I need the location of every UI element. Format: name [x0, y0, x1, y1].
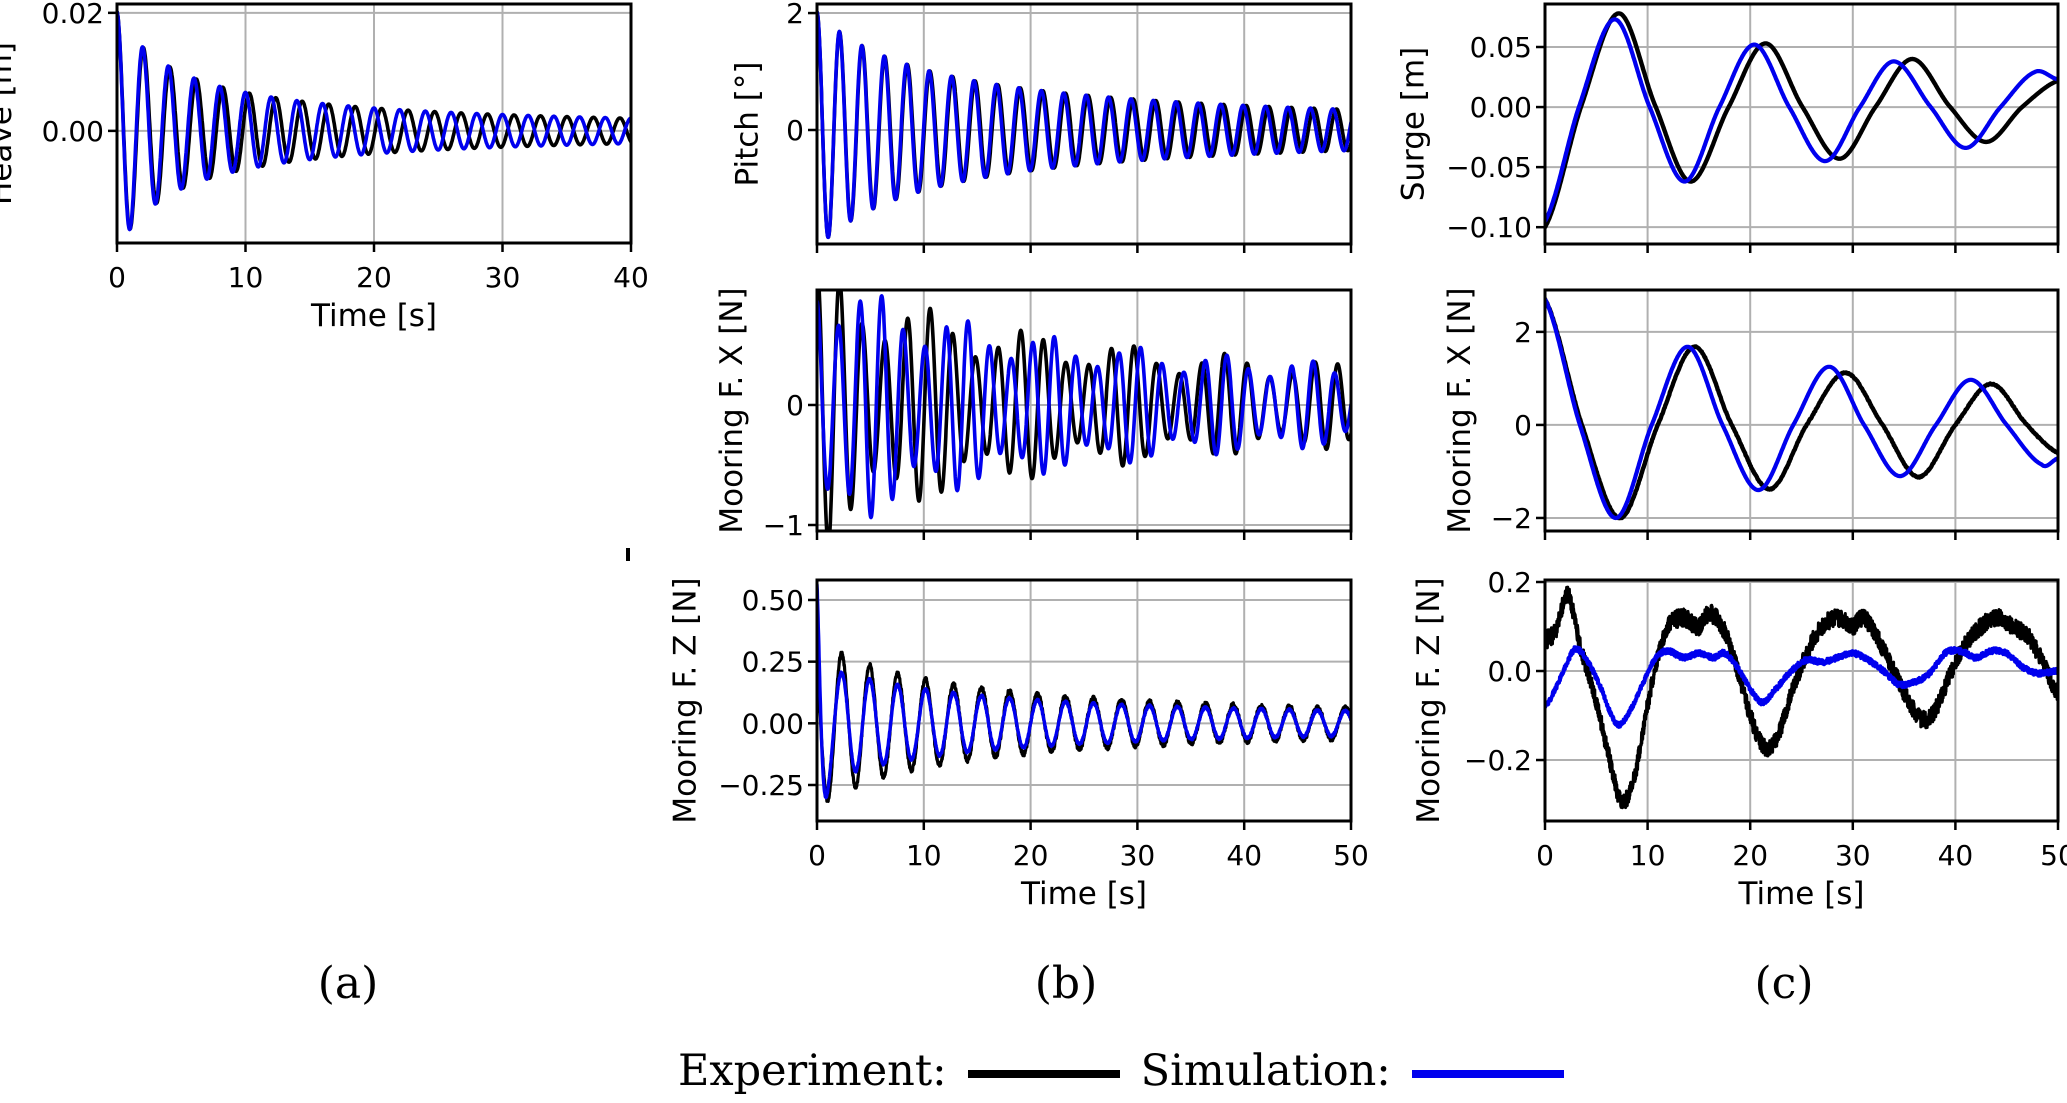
- simulation-curve: [1545, 645, 2058, 729]
- ticks: [108, 11, 633, 252]
- x-tick-label: 30: [1120, 839, 1156, 872]
- x-tick-label: 40: [1938, 839, 1974, 872]
- y-tick-label: 0: [786, 389, 804, 422]
- x-tick-label: 20: [1732, 839, 1768, 872]
- legend-experiment-label: Experiment:: [678, 1046, 947, 1096]
- x-tick-label: 0: [108, 261, 126, 294]
- simulation-curve: [817, 583, 1351, 800]
- y-axis-label: Mooring F. X [N]: [714, 287, 750, 533]
- stray-mark: [626, 548, 630, 561]
- plot-frame: [1543, 288, 2060, 533]
- y-tick-label: 0.25: [742, 646, 804, 679]
- x-axis-label: Time [s]: [1020, 876, 1147, 912]
- y-axis-label: Mooring F. X [N]: [1442, 287, 1478, 533]
- x-axis-label: Time [s]: [310, 298, 437, 334]
- y-tick-label: −0.05: [1446, 151, 1532, 184]
- subplot-mooring_fz_c: 0 10 20 30 40 50 0.2 0.0 −0.2 Time [s] Mooring F. …: [1411, 566, 2067, 912]
- y-tick-label: −0.2: [1464, 744, 1532, 777]
- ticks: [808, 403, 1353, 540]
- x-tick-label: 50: [1333, 839, 1369, 872]
- simulation-curve: [1545, 17, 2058, 224]
- legend-experiment-line: [967, 1070, 1120, 1078]
- y-tick-label: −2: [1491, 502, 1532, 535]
- x-tick-label: 40: [1226, 839, 1262, 872]
- y-axis-label: Surge [m]: [1396, 47, 1432, 202]
- x-tick-label: 20: [1013, 839, 1049, 872]
- plot-frame: [815, 288, 1353, 533]
- y-tick-label: 2: [786, 0, 804, 30]
- y-tick-label: 2: [1514, 316, 1532, 349]
- grid: [1545, 4, 2058, 244]
- y-axis-label: Heave [m]: [0, 42, 19, 205]
- x-tick-label: 10: [1630, 839, 1666, 872]
- subplot-mooring_fx_c: 2 0 −2 Mooring F. X [N]: [1442, 287, 2060, 540]
- y-tick-label: 0.2: [1487, 566, 1532, 599]
- subplot-mooring_fz_b: 0 10 20 30 40 50 0.50 0.25 0.00 −0.25 Time [s] Moor…: [668, 577, 1369, 912]
- y-tick-label: 0.50: [742, 584, 804, 617]
- experiment-curve: [117, 9, 631, 231]
- ticks: [1536, 330, 2060, 540]
- y-axis-label: Pitch [°]: [730, 61, 766, 186]
- x-tick-label: 10: [906, 839, 942, 872]
- subplot-heave: 0 10 20 30 40 0.02 0.00 Time [s] Heave [m]: [0, 0, 649, 334]
- ticks: [808, 598, 1353, 830]
- y-tick-label: 0: [786, 114, 804, 147]
- x-tick-label: 0: [1536, 839, 1554, 872]
- y-tick-label: 0.05: [1470, 31, 1532, 64]
- legend: Experiment: Simulation:: [678, 1046, 1564, 1096]
- x-tick-label: 30: [485, 261, 521, 294]
- plot-frame: [815, 2, 1353, 246]
- y-tick-label: −1: [763, 509, 804, 542]
- grid: [117, 4, 631, 243]
- grid: [1545, 580, 2058, 821]
- y-tick-label: 0.00: [42, 115, 104, 148]
- x-tick-label: 40: [613, 261, 649, 294]
- y-axis-label: Mooring F. Z [N]: [1411, 577, 1447, 823]
- grid: [1545, 290, 2058, 531]
- x-tick-label: 0: [808, 839, 826, 872]
- panel-label-c: (c): [1754, 958, 1814, 1009]
- x-tick-label: 20: [356, 261, 392, 294]
- y-tick-label: 0.00: [742, 707, 804, 740]
- y-tick-label: −0.25: [718, 769, 804, 802]
- y-tick-label: 0.0: [1487, 655, 1532, 688]
- experiment-curve: [1545, 11, 2058, 230]
- legend-simulation-label: Simulation:: [1140, 1046, 1391, 1096]
- plot-frame: [1543, 2, 2060, 246]
- simulation-curve: [817, 10, 1351, 240]
- y-axis-label: Mooring F. Z [N]: [668, 577, 704, 823]
- y-tick-label: −0.10: [1446, 211, 1532, 244]
- x-axis-label: Time [s]: [1737, 876, 1864, 912]
- x-tick-label: 50: [2040, 839, 2067, 872]
- simulation-curve: [117, 9, 631, 232]
- subplot-pitch: 2 0 Pitch [°]: [730, 0, 1353, 253]
- experiment-curve: [1545, 296, 2058, 521]
- legend-simulation-line: [1411, 1070, 1564, 1078]
- x-tick-label: 30: [1835, 839, 1871, 872]
- plot-frame: [815, 578, 1353, 823]
- subplot-surge: 0.05 0.00 −0.05 −0.10 Surge [m]: [1396, 2, 2060, 253]
- subplot-mooring_fx_b: 0 −1 Mooring F. X [N]: [714, 287, 1353, 542]
- panel-label-b: (b): [1034, 958, 1098, 1009]
- y-tick-label: 0.00: [1470, 91, 1532, 124]
- experiment-curve: [1545, 585, 2058, 810]
- y-tick-label: 0: [1514, 409, 1532, 442]
- simulation-curve: [1545, 297, 2058, 521]
- plot-frame: [1543, 578, 2060, 823]
- y-tick-label: 0.02: [42, 0, 104, 30]
- x-tick-label: 10: [228, 261, 264, 294]
- ticks: [808, 11, 1353, 253]
- grid: [817, 580, 1351, 821]
- ticks: [1536, 580, 2060, 830]
- simulation-curve: [817, 294, 1351, 520]
- panel-label-a: (a): [317, 958, 379, 1009]
- ticks: [1536, 45, 2060, 253]
